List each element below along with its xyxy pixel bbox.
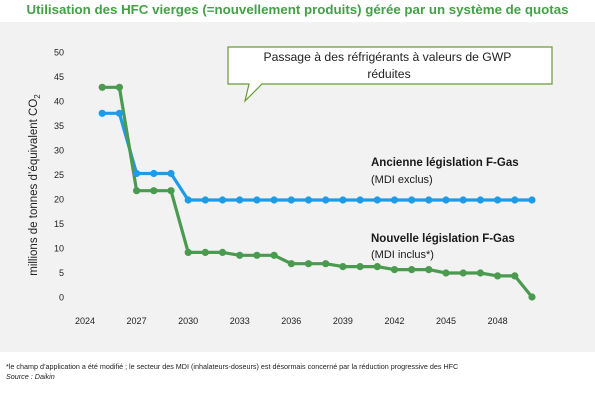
y-tick-label: 40 <box>54 97 64 107</box>
data-point-old <box>304 196 313 204</box>
data-point-old <box>115 109 123 117</box>
x-tick-label: 2036 <box>281 316 301 326</box>
footnote: *le champ d’application a été modifié ; … <box>6 362 459 371</box>
data-point-new <box>356 263 364 271</box>
data-point-new <box>184 248 192 256</box>
y-tick-label: 25 <box>54 170 64 180</box>
data-point-new <box>390 266 399 274</box>
data-point-new <box>322 260 330 268</box>
data-point-old <box>218 196 227 204</box>
y-axis-label-subscript: 2 <box>33 94 42 99</box>
annotation-line-1: Passage à des réfrigérants à valeurs de … <box>263 50 511 64</box>
x-tick-label: 2027 <box>127 316 147 326</box>
y-tick-label: 5 <box>59 268 64 278</box>
data-point-new <box>201 248 209 256</box>
data-point-old <box>356 196 364 204</box>
data-point-new <box>425 266 433 274</box>
data-point-old <box>459 196 467 204</box>
annotation-callout: Passage à des réfrigérants à valeurs de … <box>227 46 553 103</box>
source-note: Source : Daikin <box>6 372 55 381</box>
data-point-new <box>476 269 484 277</box>
data-point-old <box>322 196 330 204</box>
data-point-old <box>442 196 450 204</box>
data-point-new <box>150 187 158 195</box>
x-tick-label: 2024 <box>75 316 95 326</box>
y-tick-label: 15 <box>54 219 64 229</box>
data-point-new <box>98 83 106 91</box>
data-point-new <box>459 269 467 277</box>
data-point-old <box>390 196 399 204</box>
data-point-old <box>98 109 106 117</box>
data-point-new <box>167 187 175 195</box>
data-point-old <box>373 196 381 204</box>
x-tick-label: 2045 <box>436 316 456 326</box>
x-tick-label: 2030 <box>178 316 198 326</box>
data-point-new <box>287 260 295 268</box>
data-point-old <box>339 196 347 204</box>
data-point-old <box>408 196 416 204</box>
data-point-new <box>494 272 502 280</box>
series-label-old: Ancienne législation F-Gas <box>371 157 519 169</box>
y-tick-labels: 0 5 10 15 20 25 30 35 40 45 50 <box>54 48 64 303</box>
data-point-new <box>442 269 450 277</box>
data-point-old <box>528 196 536 204</box>
y-tick-label: 20 <box>54 195 64 205</box>
data-point-old <box>270 196 278 204</box>
data-point-new <box>236 251 244 259</box>
series-note-old: (MDI exclus) <box>371 174 433 186</box>
y-tick-label: 30 <box>54 146 64 156</box>
data-point-new <box>270 251 278 259</box>
x-tick-label: 2048 <box>488 316 508 326</box>
annotation-line-2: réduites <box>367 67 410 81</box>
data-point-new <box>304 260 313 268</box>
data-point-old <box>511 196 519 204</box>
y-tick-label: 35 <box>54 121 64 131</box>
x-tick-labels: 2024 2027 2030 2033 2036 2039 2042 2045 2048 <box>75 316 508 326</box>
data-point-old <box>425 196 433 204</box>
data-point-new <box>253 251 261 259</box>
data-point-old <box>236 196 244 204</box>
data-point-new <box>133 187 141 195</box>
x-tick-label: 2033 <box>230 316 250 326</box>
data-point-old <box>494 196 502 204</box>
series-note-new: (MDI inclus*) <box>371 249 434 261</box>
data-point-old <box>253 196 261 204</box>
data-point-new <box>218 248 227 256</box>
y-tick-label: 0 <box>59 293 64 303</box>
y-axis-label: millions de tonnes d’équivalent CO2 <box>28 94 42 276</box>
data-point-new <box>339 263 347 271</box>
data-point-new <box>528 293 536 301</box>
data-point-old <box>287 196 295 204</box>
annotation-text: Passage à des réfrigérants à valeurs de … <box>263 50 514 81</box>
x-tick-label: 2042 <box>384 316 404 326</box>
chart-title: Utilisation des HFC vierges (=nouvelleme… <box>26 2 569 17</box>
y-tick-label: 10 <box>54 244 64 254</box>
series-label-new: Nouvelle législation F-Gas <box>371 233 515 245</box>
data-point-old <box>150 169 158 178</box>
data-point-old <box>133 169 141 178</box>
data-point-old <box>476 196 484 204</box>
x-tick-label: 2039 <box>333 316 353 326</box>
series-layer <box>98 83 536 301</box>
data-point-old <box>201 196 209 204</box>
y-axis-label-text: millions de tonnes d’équivalent CO <box>28 99 40 276</box>
data-point-old <box>167 169 175 178</box>
data-point-new <box>115 83 123 91</box>
data-point-old <box>184 196 192 204</box>
y-tick-label: 50 <box>54 48 64 58</box>
y-tick-label: 45 <box>54 72 64 82</box>
data-point-new <box>373 263 381 271</box>
data-point-new <box>511 272 519 280</box>
series-line-new <box>100 85 534 299</box>
data-point-new <box>408 266 416 274</box>
